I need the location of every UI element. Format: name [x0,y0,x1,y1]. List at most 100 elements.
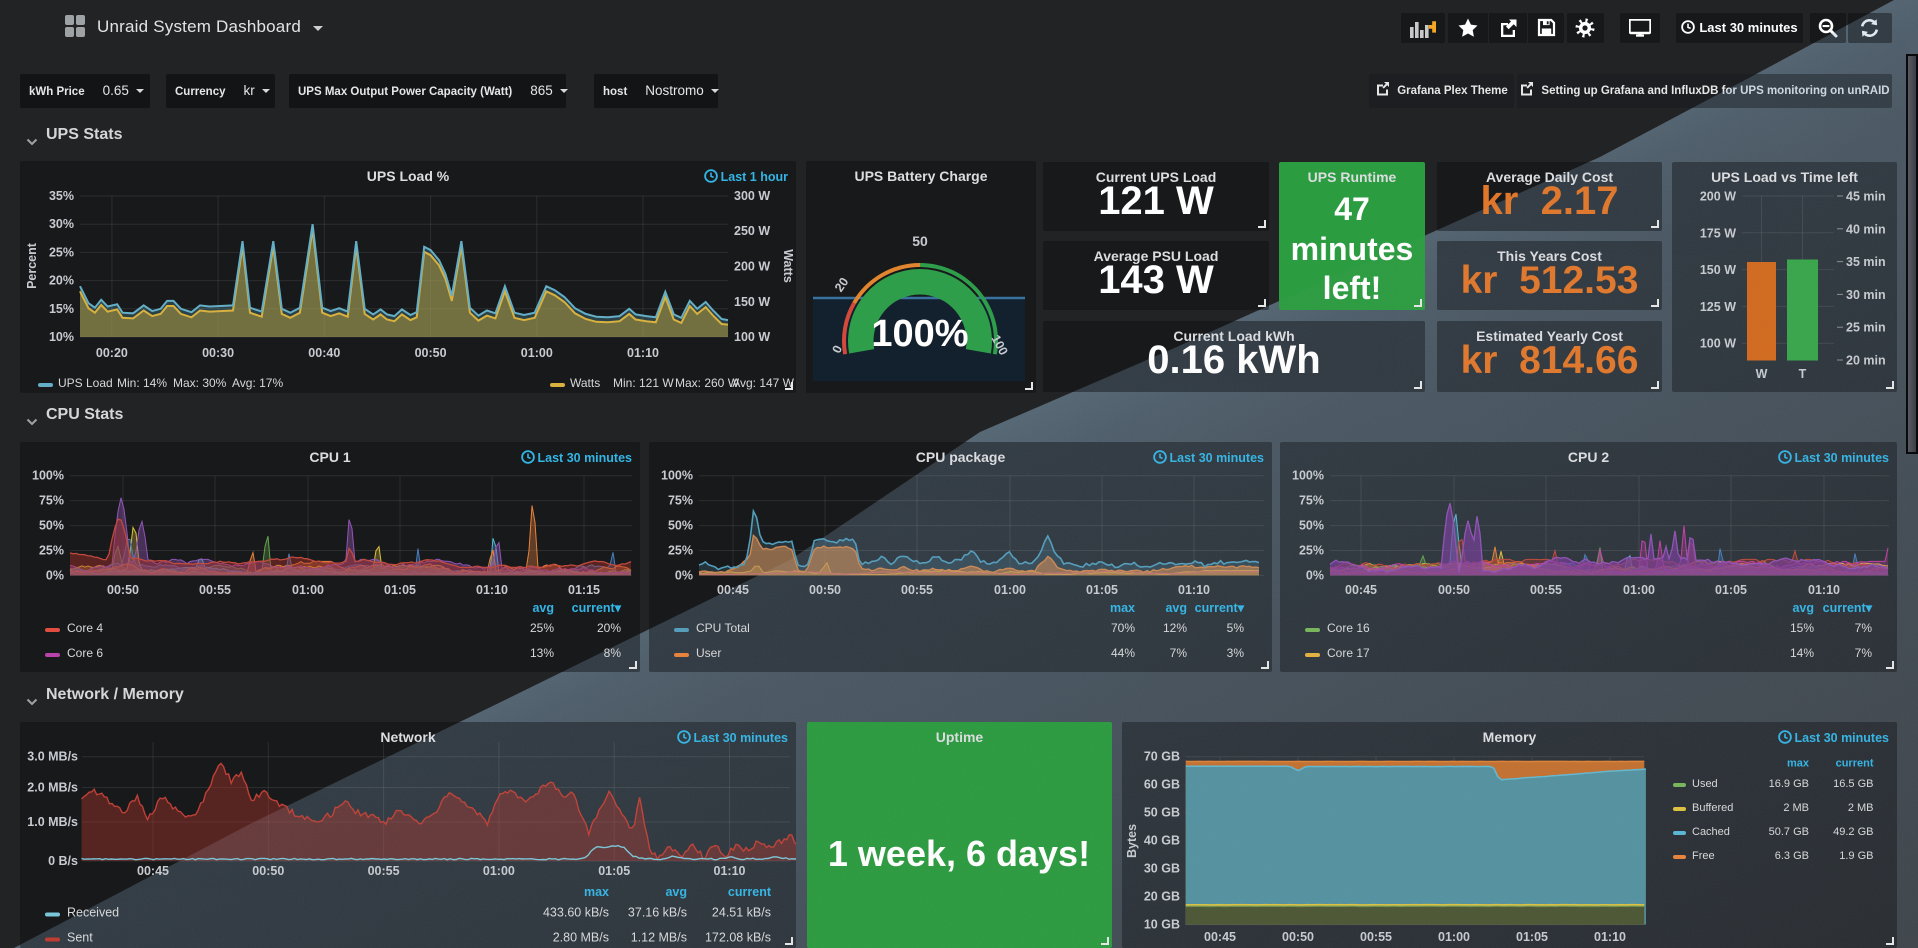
svg-text:0 B/s: 0 B/s [48,854,78,868]
svg-text:100 W: 100 W [1700,337,1736,351]
svg-text:5%: 5% [1227,621,1245,635]
svg-text:1 week, 6 days!: 1 week, 6 days! [828,833,1090,874]
svg-text:175 W: 175 W [1700,226,1736,240]
svg-text:00:55: 00:55 [368,864,400,878]
svg-text:12%: 12% [1163,621,1187,635]
svg-text:40 min: 40 min [1846,222,1886,236]
svg-text:Received: Received [67,906,119,920]
svg-text:01:05: 01:05 [384,583,416,597]
svg-text:00:55: 00:55 [1530,583,1562,597]
svg-text:13%: 13% [530,646,554,660]
svg-text:14%: 14% [1790,646,1814,660]
svg-text:max: max [1787,758,1810,770]
svg-text:150 W: 150 W [1700,263,1736,277]
svg-text:01:15: 01:15 [568,583,600,597]
svg-text:00:50: 00:50 [809,583,841,597]
svg-text:44%: 44% [1111,646,1135,660]
svg-text:47: 47 [1334,191,1370,227]
svg-text:Avg: 17%: Avg: 17% [232,376,283,390]
svg-text:100%: 100% [871,313,968,355]
svg-text:10 GB: 10 GB [1144,918,1180,932]
svg-text:00:50: 00:50 [252,864,284,878]
svg-text:8%: 8% [604,646,622,660]
svg-text:00:30: 00:30 [202,346,234,360]
svg-text:25%: 25% [668,544,693,558]
svg-text:143 W: 143 W [1098,258,1214,302]
svg-text:6.3 GB: 6.3 GB [1775,850,1809,862]
svg-text:Watts: Watts [781,249,795,283]
svg-text:40 GB: 40 GB [1144,834,1180,848]
svg-text:50 GB: 50 GB [1144,806,1180,820]
svg-text:70%: 70% [1111,621,1135,635]
svg-text:49.2 GB: 49.2 GB [1833,826,1873,838]
svg-text:70 GB: 70 GB [1144,750,1180,764]
svg-text:20: 20 [832,275,851,294]
svg-text:35 min: 35 min [1846,255,1886,269]
svg-text:1.0 MB/s: 1.0 MB/s [27,815,78,829]
svg-text:Percent: Percent [25,242,39,289]
svg-text:75%: 75% [668,494,693,508]
svg-text:100%: 100% [32,469,64,483]
svg-text:current▾: current▾ [572,601,622,615]
svg-text:left!: left! [1323,270,1382,306]
svg-text:T: T [1799,367,1807,381]
svg-text:00:55: 00:55 [199,583,231,597]
svg-text:250 W: 250 W [734,224,770,238]
svg-text:20 min: 20 min [1846,354,1886,368]
svg-text:433.60 kB/s: 433.60 kB/s [543,906,609,920]
svg-text:Bytes: Bytes [1125,824,1139,858]
svg-text:7%: 7% [1170,646,1188,660]
svg-text:01:00: 01:00 [1438,930,1470,944]
svg-text:00:50: 00:50 [107,583,139,597]
svg-text:Watts: Watts [570,376,600,390]
svg-text:35%: 35% [49,189,74,203]
svg-text:7%: 7% [1855,646,1873,660]
svg-text:00:50: 00:50 [1282,930,1314,944]
svg-text:current: current [728,885,772,899]
svg-text:50%: 50% [39,519,64,533]
svg-text:125 W: 125 W [1700,300,1736,314]
svg-text:25%: 25% [39,544,64,558]
svg-text:01:05: 01:05 [1086,583,1118,597]
svg-text:25%: 25% [530,621,554,635]
svg-text:User: User [696,646,721,660]
svg-text:kr 2.17: kr 2.17 [1481,179,1619,223]
svg-text:00:55: 00:55 [1360,930,1392,944]
svg-text:Core 16: Core 16 [1327,621,1370,635]
svg-text:CPU Total: CPU Total [696,621,750,635]
svg-text:max: max [584,885,609,899]
svg-text:172.08 kB/s: 172.08 kB/s [705,931,771,945]
svg-text:Avg: 147 W: Avg: 147 W [732,376,794,390]
svg-text:minutes: minutes [1291,231,1414,267]
svg-text:100%: 100% [1292,469,1324,483]
svg-text:01:05: 01:05 [598,864,630,878]
svg-text:2.0 MB/s: 2.0 MB/s [27,781,78,795]
svg-text:2 MB: 2 MB [1783,802,1809,814]
svg-text:25 min: 25 min [1846,321,1886,335]
svg-text:00:45: 00:45 [1204,930,1236,944]
svg-text:00:50: 00:50 [415,346,447,360]
svg-text:01:00: 01:00 [292,583,324,597]
svg-text:300 W: 300 W [734,189,770,203]
svg-text:37.16 kB/s: 37.16 kB/s [628,906,687,920]
svg-text:0%: 0% [1306,568,1324,582]
svg-text:Core 17: Core 17 [1327,646,1370,660]
svg-text:50: 50 [912,233,928,249]
svg-text:20 GB: 20 GB [1144,890,1180,904]
svg-text:50%: 50% [668,519,693,533]
svg-text:30 GB: 30 GB [1144,862,1180,876]
svg-text:00:55: 00:55 [901,583,933,597]
svg-text:15%: 15% [49,302,74,316]
svg-text:Min: 14%: Min: 14% [117,376,167,390]
svg-text:00:45: 00:45 [1345,583,1377,597]
svg-text:Min: 121 W: Min: 121 W [613,376,674,390]
svg-text:2 MB: 2 MB [1848,802,1874,814]
svg-text:50%: 50% [1299,519,1324,533]
svg-text:00:45: 00:45 [717,583,749,597]
svg-text:2.80 MB/s: 2.80 MB/s [553,931,609,945]
svg-text:Core 6: Core 6 [67,646,103,660]
svg-text:60 GB: 60 GB [1144,778,1180,792]
svg-text:01:10: 01:10 [476,583,508,597]
svg-text:00:45: 00:45 [137,864,169,878]
svg-text:24.51 kB/s: 24.51 kB/s [712,906,771,920]
